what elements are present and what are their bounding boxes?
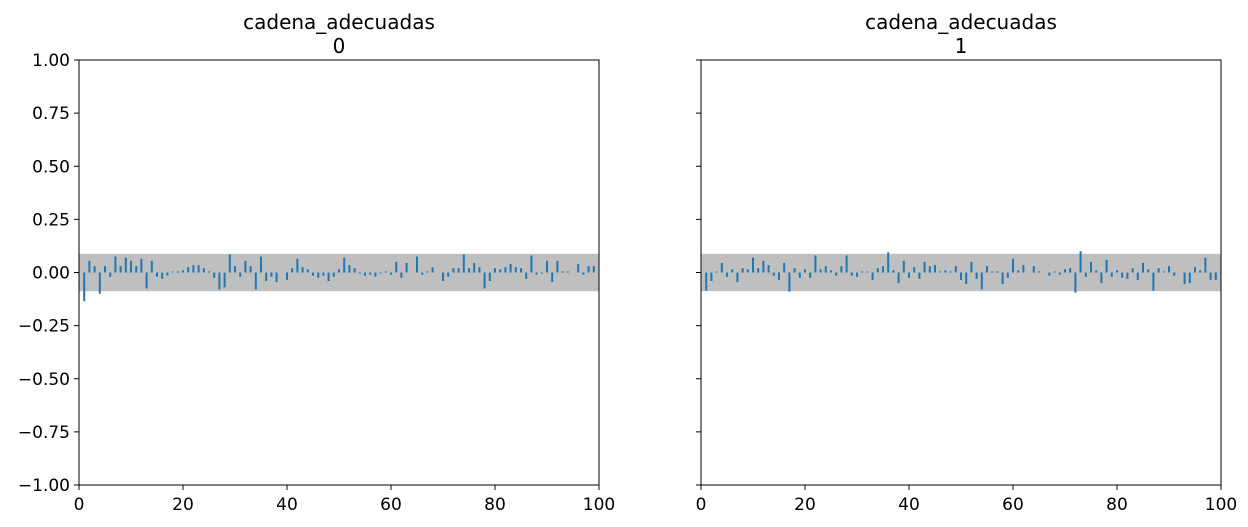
panel-title: cadena_adecuadas xyxy=(243,10,435,34)
x-tick-label-80: 80 xyxy=(1106,495,1128,515)
panel-title: cadena_adecuadas xyxy=(865,10,1057,34)
x-tick-label-20: 20 xyxy=(172,495,194,515)
x-tick-label-40: 40 xyxy=(276,495,298,515)
y-tick-label-7: 0.75 xyxy=(32,104,70,124)
x-tick-label-60: 60 xyxy=(1002,495,1024,515)
x-tick-label-0: 0 xyxy=(696,495,707,515)
panel-subtitle: 1 xyxy=(955,34,968,58)
x-tick-label-20: 20 xyxy=(794,495,816,515)
x-tick-label-0: 0 xyxy=(74,495,85,515)
stem-series xyxy=(705,251,1217,293)
y-tick-label-4: 0.00 xyxy=(32,264,70,284)
y-tick-label-2: −0.50 xyxy=(18,370,70,390)
x-tick-label-40: 40 xyxy=(898,495,920,515)
y-tick-label-3: −0.25 xyxy=(18,317,70,337)
y-tick-label-8: 1.00 xyxy=(32,51,70,71)
y-tick-label-5: 0.25 xyxy=(32,210,70,230)
x-tick-label-100: 100 xyxy=(1205,495,1237,515)
x-tick-label-60: 60 xyxy=(380,495,402,515)
stem-series xyxy=(83,254,595,302)
y-tick-label-1: −0.75 xyxy=(18,423,70,443)
x-tick-label-80: 80 xyxy=(484,495,506,515)
y-tick-label-6: 0.50 xyxy=(32,157,70,177)
y-tick-label-0: −1.00 xyxy=(18,476,70,496)
panel-subtitle: 0 xyxy=(333,34,346,58)
acf-panel-0: 0 20 40 60 80 100 −1.00 −0.75 −0.50 −0.25 0.00 0.25… xyxy=(18,10,615,515)
x-tick-label-100: 100 xyxy=(583,495,615,515)
